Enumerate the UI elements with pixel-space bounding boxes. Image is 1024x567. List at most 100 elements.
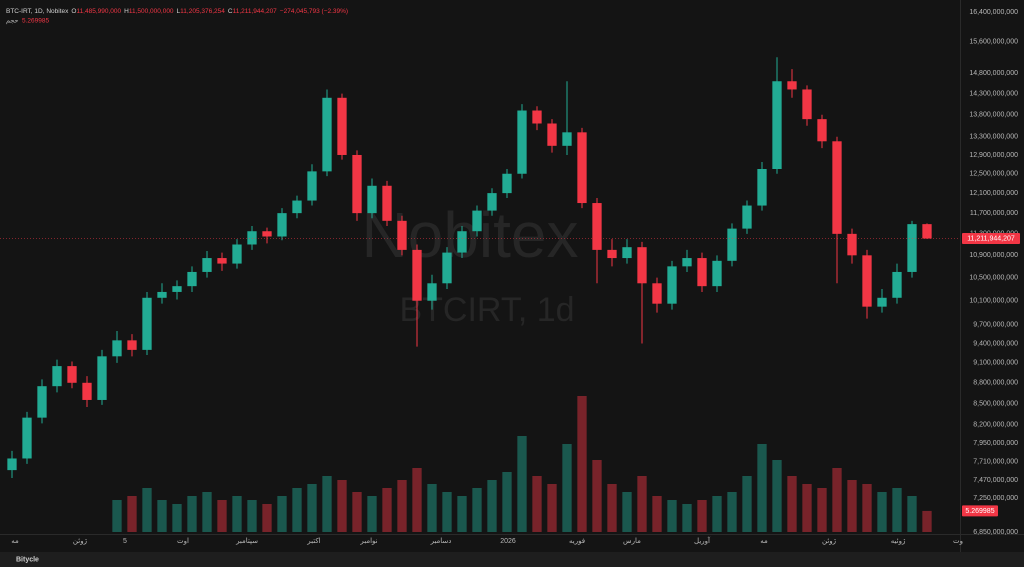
- candle-body: [427, 283, 437, 301]
- candle-body: [862, 255, 872, 307]
- candle-body: [802, 89, 812, 120]
- y-tick-label: 6,850,000,000: [973, 529, 1018, 536]
- candle-body: [607, 249, 617, 259]
- volume-bar: [352, 492, 362, 532]
- y-tick-label: 13,800,000,000: [969, 112, 1018, 119]
- x-tick-label: وت: [953, 538, 963, 545]
- volume-bar: [172, 504, 182, 532]
- candle-layer: [7, 57, 932, 479]
- candle-body: [637, 247, 647, 284]
- legend-header: BTC-IRT, 1D, Nobitex O11,485,990,000 H11,5…: [6, 8, 348, 15]
- volume-bar: [832, 468, 842, 532]
- volume-bar: [592, 460, 602, 532]
- x-tick-label: دسامبر: [430, 538, 452, 545]
- y-tick-label: 11,700,000,000: [970, 210, 1018, 217]
- volume-bar: [217, 500, 227, 532]
- y-tick-label: 12,900,000,000: [969, 152, 1018, 159]
- last-volume-box: [962, 505, 998, 517]
- y-tick-label: 7,710,000,000: [973, 458, 1018, 465]
- x-tick-label: سپتامبر: [235, 538, 258, 545]
- legend-change: −274,045,793 (−2.39%): [280, 8, 348, 15]
- x-tick-label: آوریل: [694, 536, 711, 545]
- volume-bar: [817, 488, 827, 532]
- candle-body: [547, 123, 557, 146]
- watermark-brand: Nobitex: [362, 199, 579, 271]
- legend-ohlc-value: 11,500,000,000: [129, 8, 174, 15]
- y-tick-label: 7,950,000,000: [973, 440, 1018, 447]
- volume-bar: [112, 500, 122, 532]
- x-tick-label: ژوئیه: [891, 538, 906, 545]
- candle-body: [562, 132, 572, 146]
- candle-body: [142, 297, 152, 350]
- y-tick-label: 10,100,000,000: [969, 298, 1018, 305]
- candle-body: [667, 266, 677, 304]
- candle-body: [367, 185, 377, 214]
- candle-body: [712, 260, 722, 287]
- volume-bar: [307, 484, 317, 532]
- candle-body: [82, 382, 92, 400]
- volume-layer: [112, 396, 932, 532]
- y-tick-label: 14,300,000,000: [969, 90, 1018, 97]
- volume-bar: [517, 436, 527, 532]
- x-tick-label: 2026: [500, 538, 516, 545]
- candle-body: [517, 110, 527, 174]
- candle-body: [337, 97, 347, 155]
- legend-ohlc-value: 11,485,990,000: [76, 8, 121, 15]
- y-tick-label: 8,500,000,000: [973, 400, 1018, 407]
- volume-bar: [862, 484, 872, 532]
- volume-bar: [412, 468, 422, 532]
- volume-bar: [742, 476, 752, 532]
- candle-body: [262, 231, 272, 237]
- legend-ohlc-letter: H: [124, 8, 129, 15]
- volume-bar: [607, 484, 617, 532]
- volume-bar: [367, 496, 377, 532]
- candle-body: [922, 224, 932, 239]
- candle-body: [202, 258, 212, 272]
- candle-body: [697, 258, 707, 287]
- y-tick-label: 14,800,000,000: [969, 70, 1018, 77]
- volume-bar: [142, 488, 152, 532]
- candle-body: [37, 386, 47, 418]
- candle-body: [292, 200, 302, 214]
- volume-bar: [442, 492, 452, 532]
- volume-bar: [562, 444, 572, 532]
- volume-bar: [427, 484, 437, 532]
- candle-body: [67, 366, 77, 383]
- candle-body: [502, 173, 512, 194]
- candle-body: [232, 244, 242, 264]
- volume-bar: [682, 504, 692, 532]
- volume-bar: [262, 504, 272, 532]
- volume-bar: [727, 492, 737, 532]
- volume-bar: [712, 496, 722, 532]
- volume-bar: [187, 496, 197, 532]
- y-tick-label: 8,200,000,000: [973, 422, 1018, 429]
- last-price-box: [962, 233, 1020, 245]
- candle-body: [22, 417, 32, 459]
- candle-body: [487, 193, 497, 211]
- candle-body: [892, 271, 902, 298]
- candle-body: [877, 297, 887, 307]
- y-tick-label: 12,100,000,000: [969, 190, 1018, 197]
- footer-brand: Bitycle: [16, 556, 39, 563]
- volume-bar: [532, 476, 542, 532]
- candle-body: [247, 231, 257, 245]
- candle-body: [112, 340, 122, 357]
- volume-bar: [697, 500, 707, 532]
- volume-bar: [457, 496, 467, 532]
- candle-body: [382, 185, 392, 221]
- y-tick-label: 9,100,000,000: [973, 360, 1018, 367]
- candle-body: [907, 224, 917, 272]
- y-tick-label: 13,300,000,000: [969, 134, 1018, 141]
- volume-bar: [637, 476, 647, 532]
- y-tick-label: 12,500,000,000: [969, 171, 1018, 178]
- candle-body: [817, 119, 827, 142]
- volume-bar: [772, 460, 782, 532]
- candle-body: [472, 210, 482, 232]
- volume-bar: [397, 480, 407, 532]
- x-tick-label: ژوئن: [822, 538, 837, 545]
- candle-body: [652, 283, 662, 304]
- candle-body: [532, 110, 542, 124]
- y-tick-label: 8,800,000,000: [973, 380, 1018, 387]
- x-tick-label: مارس: [623, 538, 641, 545]
